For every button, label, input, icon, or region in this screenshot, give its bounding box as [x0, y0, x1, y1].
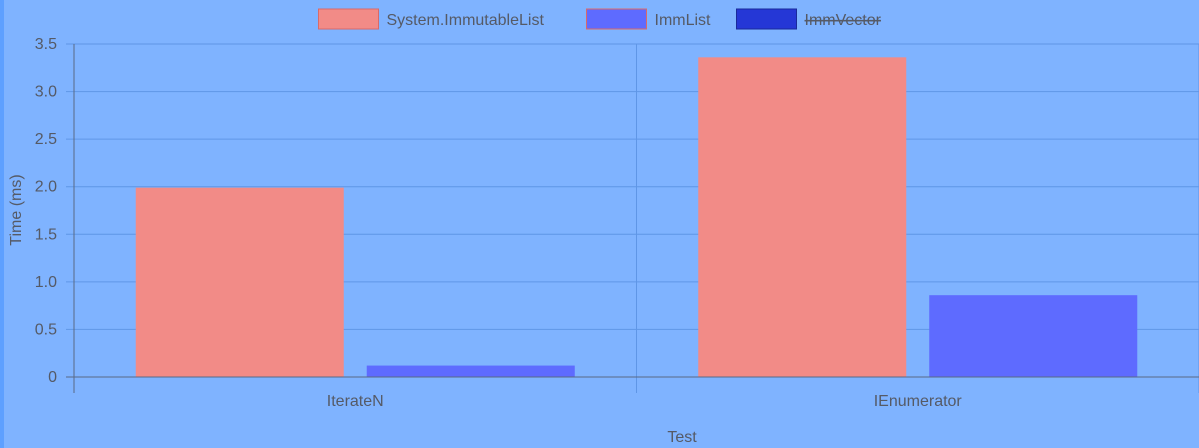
y-tick-label: 1.5: [35, 226, 57, 243]
legend-item-immvector[interactable]: ImmVector: [736, 8, 882, 30]
bar-system-immutablelist-ienumerator: [698, 57, 907, 377]
bars-group: [135, 57, 1138, 377]
bar-immlist-ienumerator: [929, 295, 1138, 377]
bar-immlist-iteraten: [366, 365, 575, 377]
legend-item-immlist[interactable]: ImmList: [586, 8, 712, 30]
x-tick-label: IterateN: [327, 393, 384, 410]
y-tick-label: 0.5: [35, 321, 57, 338]
y-axis-title: Time (ms): [8, 174, 25, 245]
legend[interactable]: System.ImmutableList ImmList ImmVector: [318, 8, 882, 30]
legend-label: ImmList: [655, 12, 712, 29]
y-tick-label: 1.0: [35, 274, 57, 291]
left-edge-strip: [0, 0, 4, 448]
legend-swatch: [736, 8, 797, 30]
axes-group: 0 0.5 1.0 1.5 2.0 2.5 3.0 3.5 IterateN IEnumerato…: [35, 36, 1199, 410]
legend-label: ImmVector: [805, 12, 882, 29]
legend-swatch: [586, 8, 647, 30]
y-tick-label: 2.5: [35, 131, 57, 148]
legend-label: System.ImmutableList: [387, 12, 545, 29]
y-tick-label: 2.0: [35, 179, 57, 196]
y-tick-label: 0: [48, 369, 57, 386]
bar-system-immutablelist-iteraten: [135, 187, 344, 377]
y-tick-label: 3.0: [35, 84, 57, 101]
legend-swatch: [318, 8, 379, 30]
x-tick-label: IEnumerator: [874, 393, 963, 410]
y-tick-label: 3.5: [35, 36, 57, 53]
legend-item-system-immutablelist[interactable]: System.ImmutableList: [318, 8, 545, 30]
x-axis-title: Test: [667, 429, 697, 446]
